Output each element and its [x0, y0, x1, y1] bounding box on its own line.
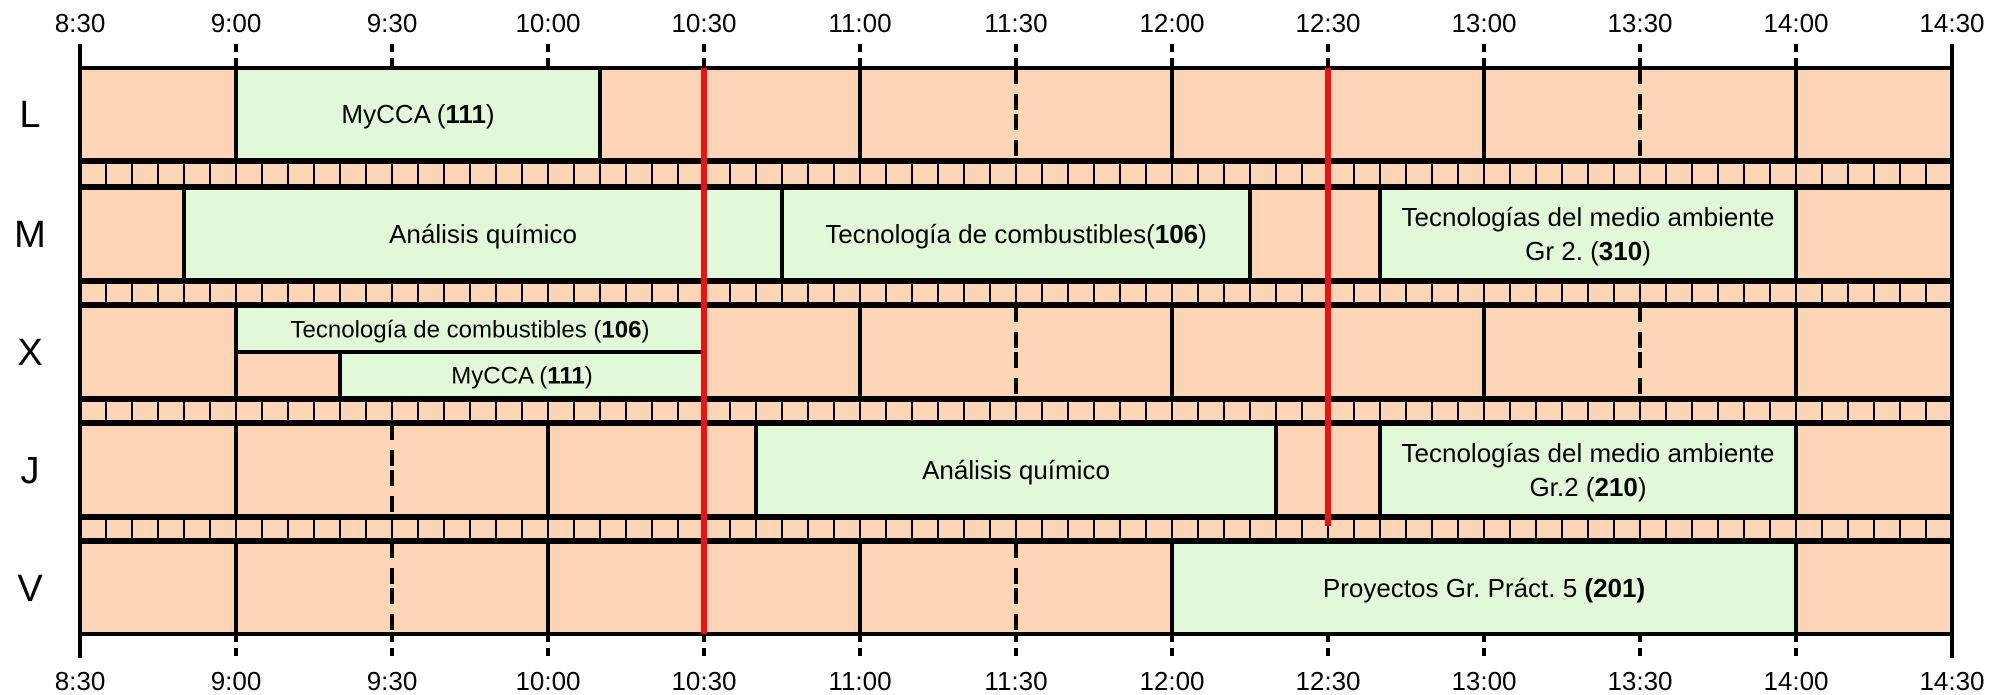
time-label-top: 11:00	[828, 8, 891, 38]
time-label-bottom: 14:30	[1919, 666, 1984, 695]
class-label-part: Análisis químico	[389, 219, 577, 249]
time-label-top: 10:00	[515, 8, 580, 38]
time-label-top: 14:00	[1763, 8, 1828, 38]
class-label: Tecnologías del medio ambiente	[1402, 202, 1775, 232]
class-label-part: )	[486, 99, 495, 129]
class-label: Tecnologías del medio ambiente	[1402, 438, 1775, 468]
class-label-part: Gr 2. (	[1525, 236, 1599, 266]
class-label: Análisis químico	[389, 219, 577, 249]
class-label-part: Tecnologías del medio ambiente	[1402, 438, 1775, 468]
time-label-top: 10:30	[671, 8, 736, 38]
day-label-X: X	[17, 332, 42, 374]
class-label-part: Gr.2 (	[1529, 472, 1594, 502]
class-label: MyCCA (111)	[341, 99, 494, 129]
class-label-part: (201)	[1584, 573, 1645, 603]
time-label-top: 11:30	[984, 8, 1047, 38]
class-label: Tecnología de combustibles (106)	[291, 316, 650, 343]
time-label-bottom: 13:30	[1607, 666, 1672, 695]
time-label-bottom: 11:30	[984, 666, 1047, 695]
class-label-part: 111	[445, 99, 486, 129]
time-label-top: 8:30	[55, 8, 106, 38]
time-label-top: 13:30	[1607, 8, 1672, 38]
class-label-part: )	[585, 362, 593, 389]
class-label-part: )	[1642, 236, 1651, 266]
time-label-bottom: 12:30	[1295, 666, 1360, 695]
time-label-bottom: 11:00	[828, 666, 891, 695]
time-label-top: 13:00	[1451, 8, 1516, 38]
class-label-part: )	[1198, 219, 1207, 249]
day-label-M: M	[14, 214, 46, 256]
class-label: MyCCA (111)	[451, 362, 592, 389]
class-label-part: MyCCA (	[341, 99, 445, 129]
class-label-part: )	[641, 316, 649, 343]
class-label-part: Tecnología de combustibles(	[825, 219, 1155, 249]
class-label: Proyectos Gr. Práct. 5 (201)	[1323, 573, 1645, 603]
class-label-part: Tecnología de combustibles (	[291, 316, 602, 343]
time-label-top: 12:30	[1295, 8, 1360, 38]
class-label-part: 310	[1599, 236, 1642, 266]
time-label-bottom: 9:00	[211, 666, 262, 695]
time-label-top: 14:30	[1919, 8, 1984, 38]
time-label-bottom: 13:00	[1451, 666, 1516, 695]
class-label-part: 106	[601, 316, 641, 343]
time-label-bottom: 14:00	[1763, 666, 1828, 695]
time-label-bottom: 8:30	[55, 666, 106, 695]
class-label-part: 106	[1155, 219, 1198, 249]
class-label-part: Proyectos Gr. Práct. 5	[1323, 573, 1585, 603]
class-label: Tecnología de combustibles(106)	[825, 219, 1207, 249]
time-label-bottom: 10:00	[515, 666, 580, 695]
class-label-part: 210	[1594, 472, 1637, 502]
time-label-top: 12:00	[1139, 8, 1204, 38]
class-label-part: Tecnologías del medio ambiente	[1402, 202, 1775, 232]
time-label-bottom: 10:30	[671, 666, 736, 695]
day-label-V: V	[17, 568, 43, 610]
class-label: Gr.2 (210)	[1529, 472, 1646, 502]
time-label-bottom: 9:30	[367, 666, 418, 695]
time-label-top: 9:00	[211, 8, 262, 38]
class-label-part: Análisis químico	[922, 455, 1110, 485]
class-label: Análisis químico	[922, 455, 1110, 485]
class-label-part: 111	[547, 362, 584, 389]
class-label-part: )	[1638, 472, 1647, 502]
day-label-L: L	[19, 94, 40, 136]
time-label-bottom: 12:00	[1139, 666, 1204, 695]
time-label-top: 9:30	[367, 8, 418, 38]
class-label: Gr 2. (310)	[1525, 236, 1651, 266]
class-label-part: MyCCA (	[451, 362, 547, 389]
day-label-J: J	[21, 450, 40, 492]
class-block	[754, 422, 1278, 518]
